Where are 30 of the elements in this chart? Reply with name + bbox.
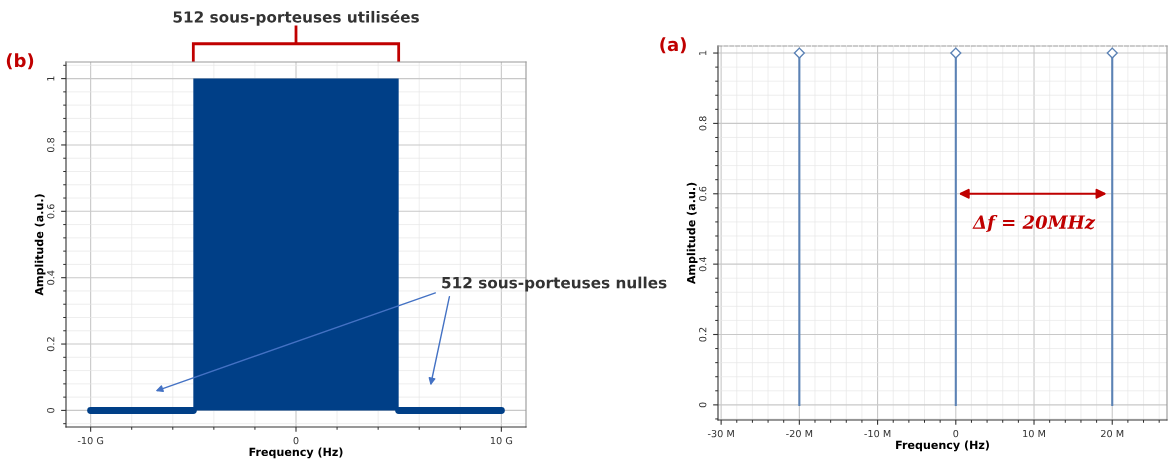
x-tick-label: 0 [293, 436, 299, 445]
y-tick-label: 1 [699, 50, 707, 56]
y-tick-label: 0 [47, 407, 55, 413]
x-tick-label: 20 M [1101, 429, 1124, 438]
y-axis-title: Amplitude (a.u.) [34, 194, 46, 296]
y-tick-label: 0.6 [699, 186, 707, 201]
x-tick-label: -20 M [786, 429, 813, 438]
y-tick-label: 0.6 [47, 204, 55, 219]
y-axis-title: Amplitude (a.u.) [686, 182, 698, 285]
y-tick-label: 0 [699, 402, 707, 408]
x-tick-label: 10 G [490, 436, 513, 445]
text: 512 sous-porteuses utilisées [173, 10, 419, 26]
y-tick-label: 0.8 [47, 137, 55, 153]
x-tick-label: 10 M [1023, 429, 1045, 438]
x-tick-label: -30 M [707, 429, 734, 438]
x-axis-title: Frequency (Hz) [249, 447, 343, 459]
y-tick-label: 1 [47, 76, 55, 81]
x-tick-label: -10 M [864, 429, 891, 438]
annotation: Δf = 20MHz [972, 214, 1096, 233]
y-tick-label: 0.4 [699, 256, 707, 272]
y-tick-label: 0.2 [47, 337, 55, 352]
y-tick-label: 0.2 [699, 327, 707, 342]
x-tick-label: -10 G [77, 436, 104, 445]
x-axis-title: Frequency (Hz) [896, 440, 989, 452]
y-tick-label: 0.4 [47, 270, 55, 285]
y-tick-label: 0.8 [699, 116, 707, 131]
annotation: 512 sous-porteuses nulles [442, 276, 667, 292]
x-tick-label: 0 [953, 429, 959, 438]
chart-title: (a) [660, 37, 686, 54]
chart-title: (b) [6, 53, 34, 70]
